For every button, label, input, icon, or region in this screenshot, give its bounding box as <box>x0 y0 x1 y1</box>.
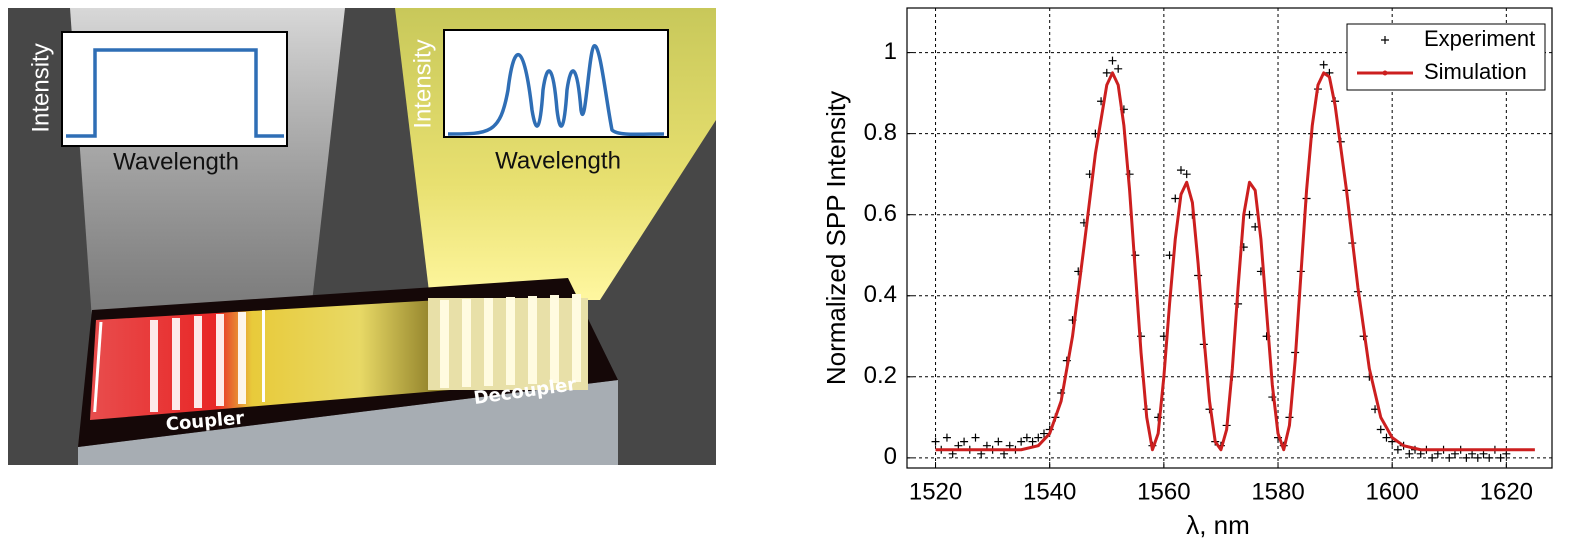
data-point <box>1473 453 1482 462</box>
data-point <box>1114 64 1123 73</box>
inset-y-label: Intensity <box>409 39 436 128</box>
data-point <box>1393 445 1402 454</box>
x-tick-label: 1600 <box>1365 478 1418 505</box>
data-point <box>1496 453 1505 462</box>
inset-x-label: Wavelength <box>495 147 621 174</box>
data-point <box>1017 437 1026 446</box>
data-point <box>1428 453 1437 462</box>
y-tick-label: 0 <box>884 443 897 470</box>
y-tick-label: 0.4 <box>864 281 897 308</box>
legend-label: Experiment <box>1424 26 1535 51</box>
data-point <box>1382 433 1391 442</box>
legend-box <box>1346 23 1546 91</box>
substrate-front <box>78 380 618 465</box>
data-point <box>1182 170 1191 179</box>
x-tick-label: 1540 <box>1023 478 1076 505</box>
y-tick-label: 1 <box>884 38 897 65</box>
x-axis-label: λ, nm <box>1186 510 1250 540</box>
x-tick-label: 1580 <box>1251 478 1304 505</box>
data-point <box>1462 453 1471 462</box>
data-line <box>935 71 1535 452</box>
legend-symbol <box>1382 70 1388 76</box>
inset-x-label: Wavelength <box>113 148 239 175</box>
data-point <box>1376 425 1385 434</box>
data-point <box>942 433 951 442</box>
illustration: Coupler Decoupler Intensity Wavelength I… <box>8 8 716 465</box>
output-spectrum-inset: Intensity Wavelength <box>409 29 669 174</box>
data-point <box>960 437 969 446</box>
data-point <box>1108 56 1117 65</box>
coupler-grating <box>93 310 265 412</box>
data-point <box>931 437 940 446</box>
data-point <box>1102 68 1111 77</box>
data-point <box>994 437 1003 446</box>
chart: λ, nm Normalized SPP Intensity 1520 1540 1… <box>821 7 1553 540</box>
data-point <box>1245 210 1254 219</box>
decoupler-grating <box>428 294 588 390</box>
data-point <box>1485 453 1494 462</box>
data-point <box>1445 453 1454 462</box>
x-tick-label: 1520 <box>909 478 962 505</box>
data-point <box>971 433 980 442</box>
y-tick-label: 0.2 <box>864 362 897 389</box>
plot-frame <box>906 7 1553 469</box>
data-point <box>1251 222 1260 231</box>
legend: Experiment Simulation <box>1346 23 1546 91</box>
data-point <box>1405 449 1414 458</box>
legend-label: Simulation <box>1424 59 1527 84</box>
data-point <box>1022 433 1031 442</box>
data-point <box>1319 60 1328 69</box>
data-point <box>1176 166 1185 175</box>
inset-y-label: Intensity <box>27 43 54 132</box>
data-point <box>1034 433 1043 442</box>
data-point <box>1171 194 1180 203</box>
x-tick-label: 1620 <box>1480 478 1533 505</box>
y-tick-label: 0.6 <box>864 200 897 227</box>
input-spectrum-inset: Intensity Wavelength <box>27 31 288 175</box>
data-point <box>1165 251 1174 260</box>
data-point <box>1039 429 1048 438</box>
legend-symbol <box>1381 36 1389 44</box>
y-tick-label: 0.8 <box>864 119 897 146</box>
y-axis-label: Normalized SPP Intensity <box>821 91 851 385</box>
data-point <box>1028 437 1037 446</box>
x-tick-label: 1560 <box>1137 478 1190 505</box>
